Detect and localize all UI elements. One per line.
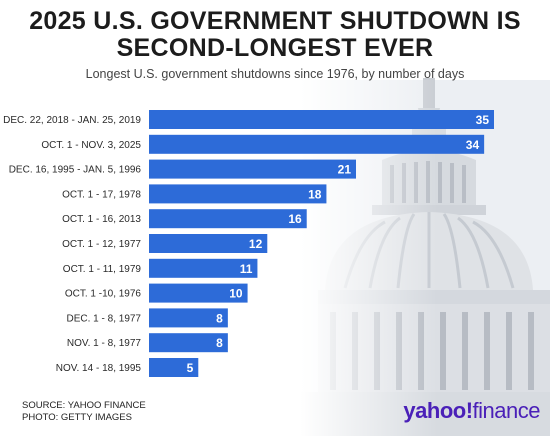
category-label: NOV. 14 - 18, 1995 <box>56 363 142 374</box>
logo-finance: finance <box>472 398 541 423</box>
bar-value-label: 18 <box>308 187 322 201</box>
bar-value-label: 8 <box>216 311 223 325</box>
category-label: NOV. 1 - 8, 1977 <box>67 338 142 349</box>
bar-value-label: 35 <box>476 113 490 127</box>
logo-bang: ! <box>465 398 473 423</box>
category-label: OCT. 1 - 16, 2013 <box>62 214 141 225</box>
category-label: OCT. 1 - 17, 1978 <box>62 189 141 200</box>
bar <box>149 234 268 253</box>
bar-value-label: 21 <box>338 163 352 177</box>
logo-yahoo: yahoo <box>403 398 466 423</box>
bar <box>149 134 485 154</box>
bar-value-label: 8 <box>216 336 223 350</box>
category-label: DEC. 22, 2018 - JAN. 25, 2019 <box>3 115 141 126</box>
bar <box>149 159 356 179</box>
bar <box>149 308 228 328</box>
bar-value-label: 12 <box>249 237 263 251</box>
bar <box>149 333 228 353</box>
bar <box>149 184 327 204</box>
source-text: SOURCE: YAHOO FINANCE <box>22 400 146 411</box>
bar-value-label: 16 <box>288 212 302 226</box>
source-note: SOURCE: YAHOO FINANCE PHOTO: GETTY IMAGE… <box>22 400 146 424</box>
category-label: OCT. 1 - 11, 1979 <box>63 264 142 275</box>
category-label: OCT. 1 - NOV. 3, 2025 <box>41 140 141 151</box>
bar <box>149 283 248 303</box>
bar-value-label: 5 <box>187 361 194 375</box>
photo-credit: PHOTO: GETTY IMAGES <box>22 412 132 423</box>
bar <box>149 110 494 129</box>
bar-value-label: 34 <box>466 138 480 152</box>
bar <box>149 209 307 229</box>
chart-title-line1: 2025 U.S. GOVERNMENT SHUTDOWN IS <box>29 7 521 35</box>
chart-title: 2025 U.S. GOVERNMENT SHUTDOWN IS SECOND-… <box>0 8 550 62</box>
bar <box>149 358 199 377</box>
category-label: OCT. 1 - 12, 1977 <box>62 239 141 250</box>
chart-title-line2: SECOND-LONGEST EVER <box>116 34 434 62</box>
bar <box>149 258 258 278</box>
chart-subtitle: Longest U.S. government shutdowns since … <box>85 67 465 81</box>
yahoo-finance-logo: yahoo!finance <box>403 398 540 424</box>
category-label: DEC. 16, 1995 - JAN. 5, 1996 <box>9 165 142 176</box>
category-label: OCT. 1 -10, 1976 <box>65 289 142 300</box>
category-label: DEC. 1 - 8, 1977 <box>67 313 142 324</box>
bar-value-label: 11 <box>240 262 253 276</box>
bar-value-label: 10 <box>229 287 243 301</box>
